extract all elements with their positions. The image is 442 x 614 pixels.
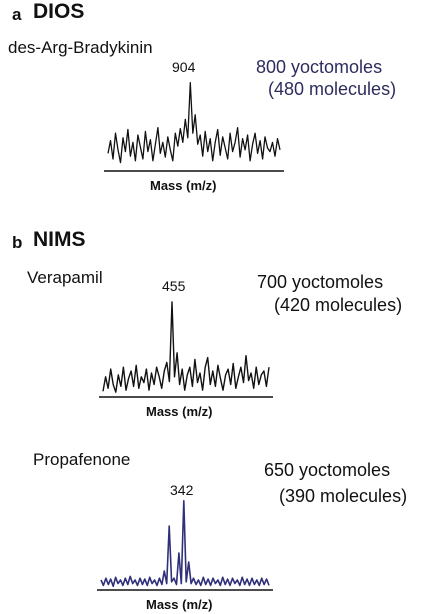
spectrum-trace-line (107, 81, 281, 164)
propafenone-xlabel: Mass (m/z) (146, 597, 213, 612)
verapamil-compound: Verapamil (27, 268, 103, 287)
panel-a-compound: des-Arg-Bradykinin (8, 38, 153, 57)
spectrum-trace-line (100, 499, 270, 588)
verapamil-xlabel: Mass (m/z) (146, 404, 213, 419)
panel-a-letter: a (12, 5, 22, 24)
panel-b-title: NIMS (33, 228, 86, 251)
panel-a-spectrum (104, 81, 284, 172)
panel-b-letter: b (12, 233, 23, 252)
panel-a-amount-yocto: 800 yoctomoles (256, 57, 383, 77)
panel-a-peak-label: 904 (172, 59, 196, 75)
panel-a-amount-molecules: (480 molecules) (268, 79, 397, 99)
propafenone-amount-yocto: 650 yoctomoles (264, 460, 391, 480)
verapamil-peak-label: 455 (162, 278, 186, 294)
verapamil-spectrum (99, 301, 273, 398)
panel-a-xlabel: Mass (m/z) (150, 178, 217, 193)
panel-a-title: DIOS (33, 0, 85, 23)
verapamil-amount-yocto: 700 yoctomoles (257, 272, 384, 292)
spectrum-trace-line (102, 301, 270, 393)
propafenone-peak-label: 342 (170, 482, 194, 498)
verapamil-amount-molecules: (420 molecules) (274, 295, 403, 315)
propafenone-spectrum (97, 499, 273, 591)
propafenone-compound: Propafenone (33, 450, 131, 469)
propafenone-amount-molecules: (390 molecules) (279, 486, 408, 506)
